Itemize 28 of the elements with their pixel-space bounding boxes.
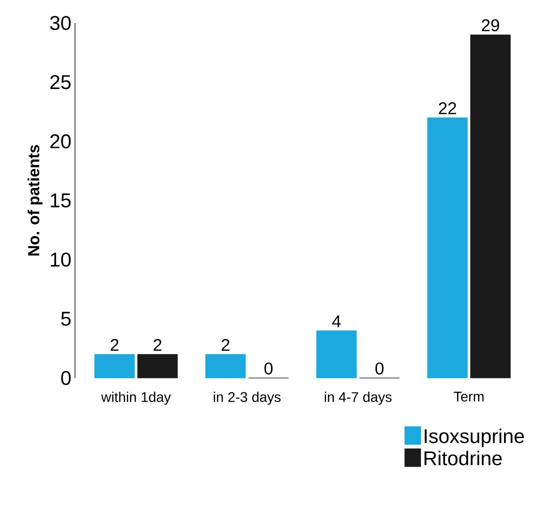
y-tick-label: 5 <box>61 312 71 326</box>
bar <box>94 354 135 378</box>
x-tick-label: in 2-3 days <box>214 392 281 405</box>
x-tick-label: within 1day <box>101 392 171 405</box>
data-label: 0 <box>375 362 384 374</box>
y-tick-label: 10 <box>50 252 71 267</box>
data-label: 2 <box>154 338 162 351</box>
data-label: 2 <box>222 338 230 351</box>
data-label: 4 <box>332 315 341 328</box>
y-axis-title: No. of patients <box>28 145 42 256</box>
y-tick-label: 20 <box>50 134 71 148</box>
data-label: 2 <box>110 338 118 351</box>
data-label: 0 <box>264 362 273 374</box>
bar <box>205 354 246 378</box>
legend-label: Isoxsuprine <box>424 428 524 448</box>
bar <box>470 34 511 378</box>
data-label: 29 <box>482 19 500 32</box>
bar <box>316 330 357 378</box>
data-label: 22 <box>438 102 456 114</box>
y-tick-label: 30 <box>50 16 71 30</box>
legend-label: Ritodrine <box>424 450 502 466</box>
bar <box>427 117 468 378</box>
x-tick-label: in 4-7 days <box>324 392 392 405</box>
x-tick-label: Term <box>454 392 484 402</box>
y-tick-label: 0 <box>61 370 71 386</box>
y-tick-label: 15 <box>50 194 71 208</box>
y-tick-label: 25 <box>50 75 71 90</box>
bar <box>137 354 178 378</box>
